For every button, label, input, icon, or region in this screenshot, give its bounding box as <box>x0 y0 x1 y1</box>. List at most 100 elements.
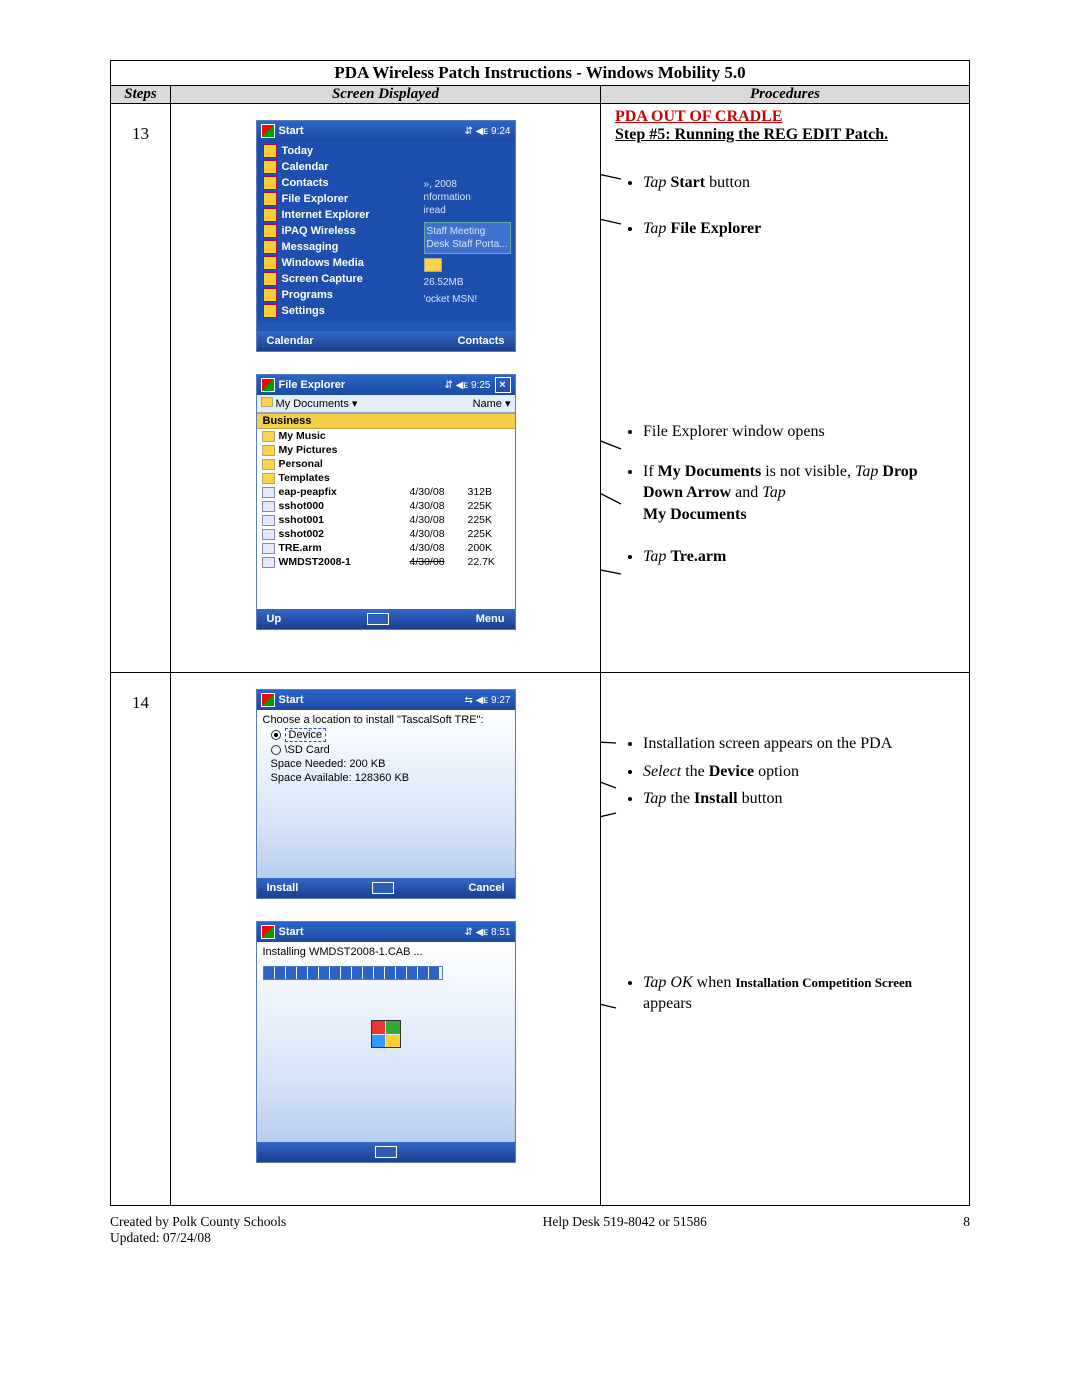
b-start: Tap Start button <box>643 172 959 194</box>
file-icon <box>262 529 275 540</box>
file-tre-arm[interactable]: TRE.arm4/30/08200K <box>257 541 515 555</box>
softkey-cancel[interactable]: Cancel <box>468 882 504 894</box>
col-steps: Steps <box>111 86 171 104</box>
b-install-appears: Installation screen appears on the PDA <box>643 733 959 755</box>
fe-list: My Music My Pictures Personal Templates … <box>257 429 515 609</box>
bullets-14b: Tap OK when Installation Competition Scr… <box>615 972 959 1015</box>
proc-13: PDA OUT OF CRADLE Step #5: Running the R… <box>601 104 970 673</box>
b-file-explorer: Tap File Explorer <box>643 218 959 240</box>
menu-calendar[interactable]: Calendar <box>257 159 515 175</box>
file-icon <box>262 487 275 498</box>
prog-softkeys <box>257 1142 515 1162</box>
page-footer: Created by Polk County Schools Updated: … <box>110 1214 970 1246</box>
windows-logo-icon <box>371 1020 401 1048</box>
softkey-menu[interactable]: Menu <box>476 613 505 625</box>
pda-topbar[interactable]: Start ⇵ ◀ᴇ 9:24 <box>257 121 515 141</box>
windows-flag-icon <box>261 124 275 138</box>
messaging-icon <box>263 240 277 254</box>
inst-time: ⇆ ◀ᴇ 9:27 <box>465 695 511 706</box>
windows-flag-icon <box>261 925 275 939</box>
file-icon <box>262 501 275 512</box>
pda-title: Start <box>279 125 465 137</box>
file-icon <box>262 515 275 526</box>
ie-icon <box>263 208 277 222</box>
softkey-contacts[interactable]: Contacts <box>457 335 504 347</box>
wmedia-icon <box>263 256 277 270</box>
bullets-13b: File Explorer window opens If My Documen… <box>615 421 959 567</box>
calendar-icon <box>263 160 277 174</box>
fe-category[interactable]: Business <box>257 413 515 429</box>
folder-icon <box>262 445 275 456</box>
space-avail: Space Available: 128360 KB <box>271 772 501 784</box>
file-explorer-icon <box>263 192 277 206</box>
b-select-device: Select the Device option <box>643 761 959 783</box>
cradle-warning: PDA OUT OF CRADLE <box>615 108 959 126</box>
folder-my-music[interactable]: My Music <box>257 429 515 443</box>
fe-title: File Explorer <box>279 379 445 391</box>
radio-device[interactable]: Device <box>271 728 501 742</box>
softkey-up[interactable]: Up <box>267 613 282 625</box>
space-needed: Space Needed: 200 KB <box>271 758 501 770</box>
bullets-14: Installation screen appears on the PDA S… <box>615 733 959 810</box>
progress-bar <box>263 966 443 980</box>
programs-icon <box>263 288 277 302</box>
step-title: Step #5: Running the REG EDIT Patch. <box>615 126 959 144</box>
file-wmdst[interactable]: WMDST2008-14/30/0822.7K <box>257 555 515 569</box>
softkey-install[interactable]: Install <box>267 882 299 894</box>
fe-sort-dropdown[interactable]: Name ▾ <box>473 397 511 410</box>
folder-icon <box>262 431 275 442</box>
step-14: 14 <box>111 673 171 1206</box>
proc-14: Installation screen appears on the PDA S… <box>601 673 970 1206</box>
bullets-13: Tap Start button Tap File Explorer <box>615 172 959 239</box>
radio-sdcard[interactable]: \SD Card <box>271 744 501 756</box>
prog-time: ⇵ ◀ᴇ 8:51 <box>465 927 511 938</box>
footer-help: Help Desk 519-8042 or 51586 <box>543 1214 707 1246</box>
menu-today[interactable]: Today <box>257 143 515 159</box>
settings-icon <box>263 304 277 318</box>
keyboard-icon[interactable] <box>372 882 394 894</box>
file-eap[interactable]: eap-peapfix4/30/08312B <box>257 485 515 499</box>
fe-topbar[interactable]: File Explorer ⇵ ◀ᴇ 9:25 × <box>257 375 515 395</box>
folder-my-pictures[interactable]: My Pictures <box>257 443 515 457</box>
folder-templates[interactable]: Templates <box>257 471 515 485</box>
b-tre-arm: Tap Tre.arm <box>643 546 959 568</box>
screencap-icon <box>263 272 277 286</box>
page-title: PDA Wireless Patch Instructions - Window… <box>111 61 970 86</box>
fe-path-bar[interactable]: My Documents ▾ Name ▾ <box>257 395 515 413</box>
step-13: 13 <box>111 104 171 673</box>
file-sshot002[interactable]: sshot0024/30/08225K <box>257 527 515 541</box>
keyboard-icon[interactable] <box>375 1146 397 1158</box>
instruction-table: PDA Wireless Patch Instructions - Window… <box>110 60 970 1206</box>
col-screen: Screen Displayed <box>171 86 601 104</box>
folder-personal[interactable]: Personal <box>257 457 515 471</box>
screens-13: Start ⇵ ◀ᴇ 9:24 Today Calendar Contacts … <box>171 104 601 673</box>
install-body: Choose a location to install "TascalSoft… <box>257 710 515 878</box>
close-icon[interactable]: × <box>495 377 511 393</box>
windows-flag-icon <box>261 693 275 707</box>
progress-msg: Installing WMDST2008-1.CAB ... <box>257 942 515 962</box>
folder-icon <box>262 473 275 484</box>
today-icon <box>263 144 277 158</box>
pda-install: Start ⇆ ◀ᴇ 9:27 Choose a location to ins… <box>256 689 516 899</box>
contacts-icon <box>263 176 277 190</box>
softkey-calendar[interactable]: Calendar <box>267 335 314 347</box>
fe-softkeys: Up Menu <box>257 609 515 629</box>
b-tap-install: Tap the Install button <box>643 788 959 810</box>
windows-flag-icon <box>261 378 275 392</box>
inst-title: Start <box>279 694 465 706</box>
pda-time: ⇵ ◀ᴇ 9:24 <box>465 126 511 137</box>
prog-topbar[interactable]: Start ⇵ ◀ᴇ 8:51 <box>257 922 515 942</box>
footer-updated: Updated: 07/24/08 <box>110 1230 286 1246</box>
inst-topbar[interactable]: Start ⇆ ◀ᴇ 9:27 <box>257 690 515 710</box>
footer-created: Created by Polk County Schools <box>110 1214 286 1230</box>
b-fe-opens: File Explorer window opens <box>643 421 959 443</box>
file-sshot001[interactable]: sshot0014/30/08225K <box>257 513 515 527</box>
ipaq-icon <box>263 224 277 238</box>
start-menu-body: Today Calendar Contacts File Explorer In… <box>257 141 515 331</box>
fe-path-dropdown[interactable]: My Documents ▾ <box>276 398 358 410</box>
b-tap-ok: Tap OK when Installation Competition Scr… <box>643 972 959 1015</box>
progress-body: Installing WMDST2008-1.CAB ... <box>257 942 515 1142</box>
keyboard-icon[interactable] <box>367 613 389 625</box>
pda-file-explorer: File Explorer ⇵ ◀ᴇ 9:25 × My Documents ▾… <box>256 374 516 630</box>
file-sshot000[interactable]: sshot0004/30/08225K <box>257 499 515 513</box>
